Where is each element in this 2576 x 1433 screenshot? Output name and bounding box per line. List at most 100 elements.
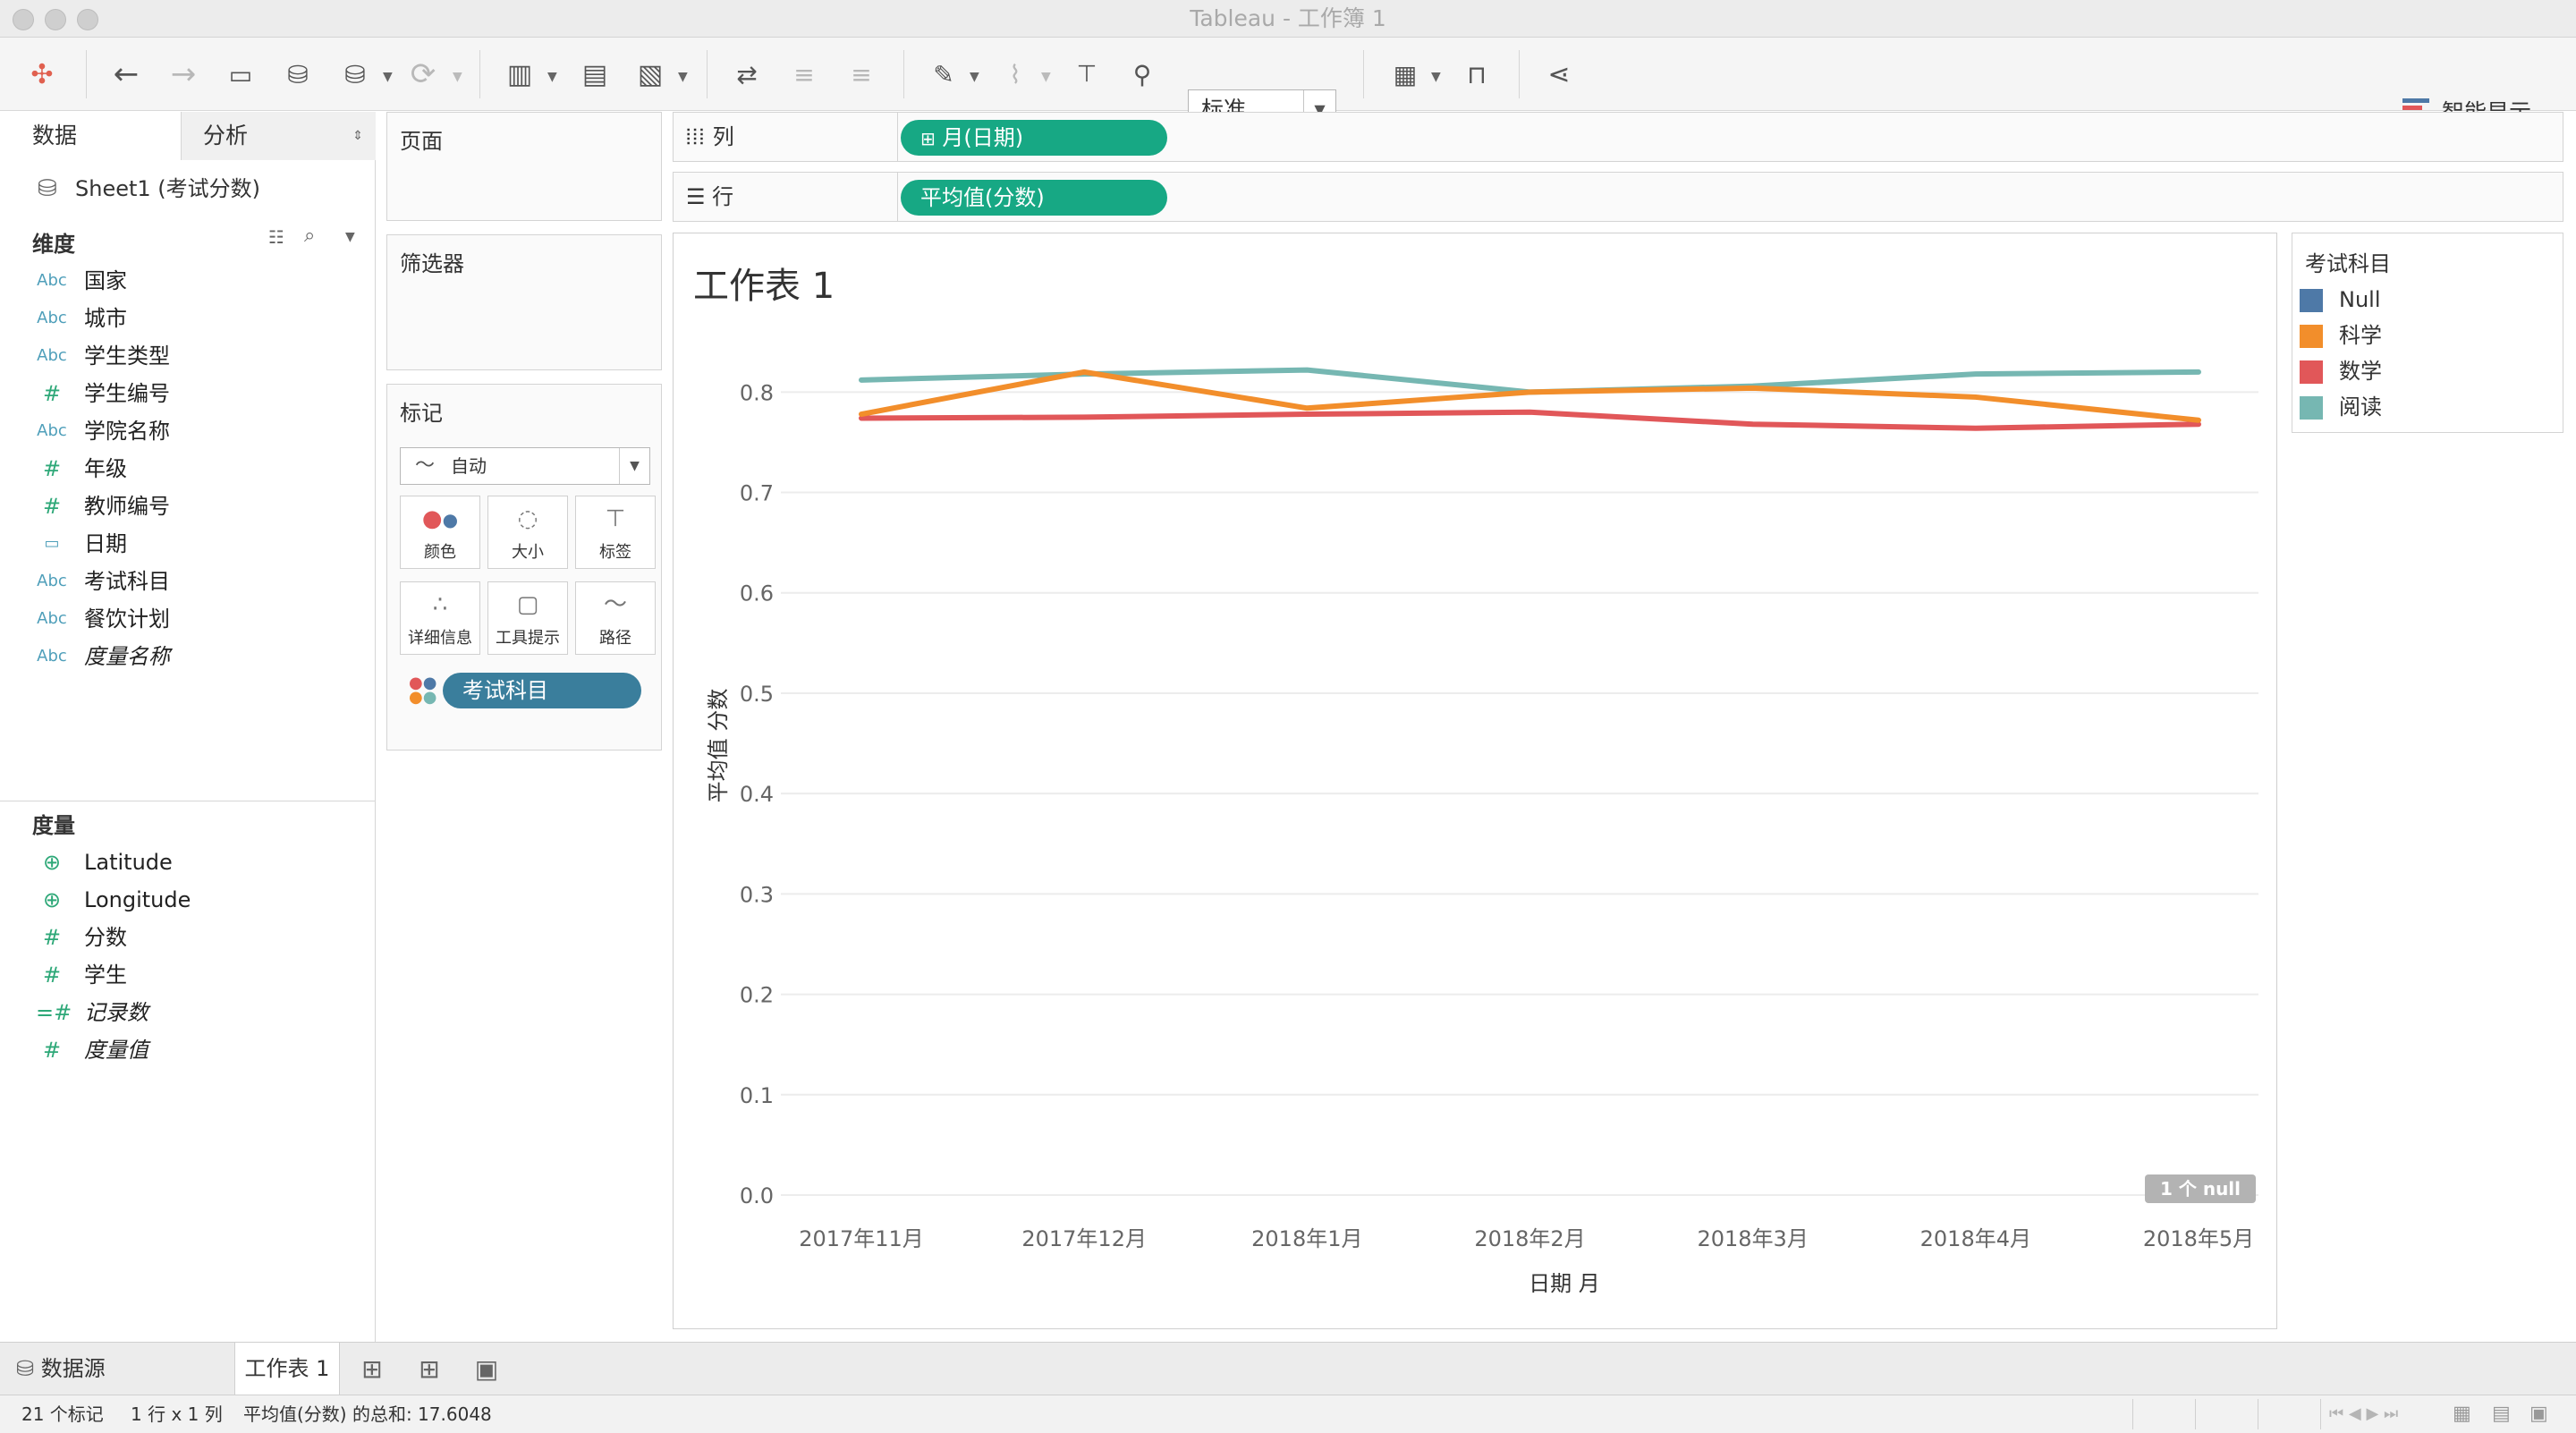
field-item[interactable]: Abc 考试科目 xyxy=(0,563,376,600)
series-line-科学[interactable] xyxy=(859,369,2201,423)
x-tick-label: 2018年1月 xyxy=(1251,1226,1362,1251)
chevron-down-icon[interactable]: ▼ xyxy=(1041,70,1051,84)
field-item[interactable]: # 学生编号 xyxy=(0,375,376,412)
zoom-window-button[interactable] xyxy=(77,9,98,30)
sort-descending-icon[interactable]: ≡ xyxy=(851,59,872,89)
view-list-icon[interactable]: ☷ xyxy=(268,226,284,248)
field-item[interactable]: # 教师编号 xyxy=(0,488,376,525)
string-type-icon: Abc xyxy=(37,271,67,290)
field-item[interactable]: Abc 城市 xyxy=(0,300,376,337)
sheet-navigation-icon[interactable]: ⏮ ◀ ▶ ⏭ xyxy=(2329,1404,2399,1423)
legend-item[interactable]: 阅读 xyxy=(2300,389,2559,425)
mark-type-select[interactable]: 〜 自动 ▼ xyxy=(400,447,650,485)
columns-shelf[interactable]: ⦙⦙⦙ 列 ⊞ 月(日期) xyxy=(673,112,2563,162)
new-story-icon[interactable]: ▣ xyxy=(474,1354,499,1384)
search-icon[interactable]: ⌕ xyxy=(304,225,316,247)
columns-pill[interactable]: ⊞ 月(日期) xyxy=(901,120,1167,156)
filmstrip-view-icon[interactable]: ▤ xyxy=(2492,1403,2511,1425)
field-item[interactable]: Abc 学生类型 xyxy=(0,337,376,375)
show-cards-icon[interactable]: ▦ xyxy=(1393,59,1418,89)
presentation-mode-icon[interactable]: ⊓ xyxy=(1467,59,1487,89)
field-item[interactable]: # 分数 xyxy=(0,919,376,956)
legend-item[interactable]: 数学 xyxy=(2300,353,2559,389)
filters-card[interactable]: 筛选器 xyxy=(386,234,662,370)
sum-value: 平均值(分数) 的总和: 17.6048 xyxy=(243,1403,492,1425)
color-field-pill[interactable]: 考试科目 xyxy=(443,673,641,708)
null-indicator[interactable] xyxy=(2145,1174,2256,1203)
chevron-down-icon[interactable]: ▼ xyxy=(970,70,979,84)
chevron-down-icon[interactable]: ▼ xyxy=(1431,70,1441,84)
detail-button[interactable]: ∴ 详细信息 xyxy=(400,581,480,655)
new-datasource-icon[interactable]: ⛁ xyxy=(287,59,309,89)
pause-updates-icon[interactable]: ⛁ xyxy=(344,59,366,89)
field-item[interactable]: Abc 学院名称 xyxy=(0,412,376,450)
show-labels-icon[interactable]: ⊤ xyxy=(1076,61,1097,88)
tab-analysis[interactable]: 分析 ⇕ xyxy=(181,112,376,160)
field-item[interactable]: # 年级 xyxy=(0,450,376,488)
chevron-down-icon[interactable]: ▼ xyxy=(453,70,462,84)
detail-label: 详细信息 xyxy=(408,629,472,648)
color-button[interactable]: ●● 颜色 xyxy=(400,496,480,569)
field-name: 度量名称 xyxy=(84,644,170,669)
close-window-button[interactable] xyxy=(13,9,34,30)
datasource-item[interactable]: ⛁ Sheet1 (考试分数) xyxy=(0,160,376,217)
new-worksheet-tab-icon[interactable]: ⊞ xyxy=(361,1354,383,1384)
size-label: 大小 xyxy=(512,543,544,562)
pages-card[interactable]: 页面 xyxy=(386,112,662,221)
chevron-down-icon[interactable]: ▼ xyxy=(547,70,557,84)
x-tick-label: 2018年2月 xyxy=(1474,1226,1585,1251)
label-button[interactable]: ⊤ 标签 xyxy=(575,496,656,569)
share-icon[interactable]: ⋖ xyxy=(1547,58,1571,90)
new-worksheet-icon[interactable]: ▥ xyxy=(506,58,533,90)
field-item[interactable]: Abc 餐饮计划 xyxy=(0,600,376,638)
field-item[interactable]: ⊕ Latitude xyxy=(0,844,376,881)
tab-datasource[interactable]: ⛁ 数据源 xyxy=(16,1343,106,1395)
legend-label: Null xyxy=(2339,287,2381,312)
swap-axes-icon[interactable]: ⇄ xyxy=(736,59,758,89)
series-line-阅读[interactable] xyxy=(859,367,2201,395)
tableau-logo-icon[interactable]: ✣ xyxy=(30,58,54,90)
grid-view-icon[interactable]: ▦ xyxy=(2453,1403,2471,1425)
rows-shelf[interactable]: ☰ 行 平均值(分数) xyxy=(673,172,2563,222)
pin-icon[interactable]: ⚲ xyxy=(1132,59,1152,89)
tooltip-button[interactable]: ▢ 工具提示 xyxy=(487,581,568,655)
tab-sheet1[interactable]: 工作表 1 xyxy=(234,1343,340,1395)
chevron-down-icon[interactable]: ▼ xyxy=(383,70,393,84)
highlight-icon[interactable]: ✎ xyxy=(933,59,954,89)
legend-item[interactable]: 科学 xyxy=(2300,318,2559,353)
field-item[interactable]: Abc 度量名称 xyxy=(0,638,376,675)
series-line-数学[interactable] xyxy=(859,409,2201,431)
minimize-window-button[interactable] xyxy=(45,9,66,30)
duplicate-sheet-icon[interactable]: ▤ xyxy=(581,58,608,90)
columns-pill-label: 月(日期) xyxy=(942,125,1024,150)
field-item[interactable]: Abc 国家 xyxy=(0,262,376,300)
field-item[interactable]: # 学生 xyxy=(0,956,376,994)
field-item[interactable]: ⊕ Longitude xyxy=(0,881,376,919)
save-icon[interactable]: ▭ xyxy=(228,59,253,89)
tab-view-icon[interactable]: ▣ xyxy=(2529,1403,2548,1425)
chevron-down-icon[interactable]: ▼ xyxy=(678,70,688,84)
chevron-down-icon[interactable]: ▼ xyxy=(345,230,355,244)
size-button[interactable]: ◌ 大小 xyxy=(487,496,568,569)
legend-item[interactable]: Null xyxy=(2300,282,2559,318)
path-button[interactable]: 〜 路径 xyxy=(575,581,656,655)
new-dashboard-icon[interactable]: ⊞ xyxy=(419,1354,440,1384)
rows-pill[interactable]: 平均值(分数) xyxy=(901,180,1167,216)
field-item[interactable]: ▭ 日期 xyxy=(0,525,376,563)
number-type-icon: # xyxy=(42,962,62,988)
legend-label: 阅读 xyxy=(2339,394,2382,420)
field-item[interactable]: =# 记录数 xyxy=(0,994,376,1031)
tooltip-label: 工具提示 xyxy=(496,629,560,648)
redo-icon[interactable]: → xyxy=(170,56,197,92)
group-icon[interactable]: ⌇ xyxy=(1009,59,1021,89)
y-tick-label: 0.0 xyxy=(740,1183,774,1208)
sort-ascending-icon[interactable]: ≡ xyxy=(793,59,815,89)
undo-icon[interactable]: ← xyxy=(113,56,140,92)
refresh-icon[interactable]: ⟳ xyxy=(410,56,436,92)
clear-sheet-icon[interactable]: ▧ xyxy=(637,58,664,90)
field-item[interactable]: # 度量值 xyxy=(0,1031,376,1069)
field-name: 教师编号 xyxy=(84,494,170,519)
tab-data[interactable]: 数据 xyxy=(0,112,181,160)
line-chart[interactable]: 0.0 0.1 0.2 0.3 0.4 0.5 0.6 0.7 0.8 2017年11月 2017年… xyxy=(674,233,2276,1328)
number-type-icon: # xyxy=(42,381,62,406)
